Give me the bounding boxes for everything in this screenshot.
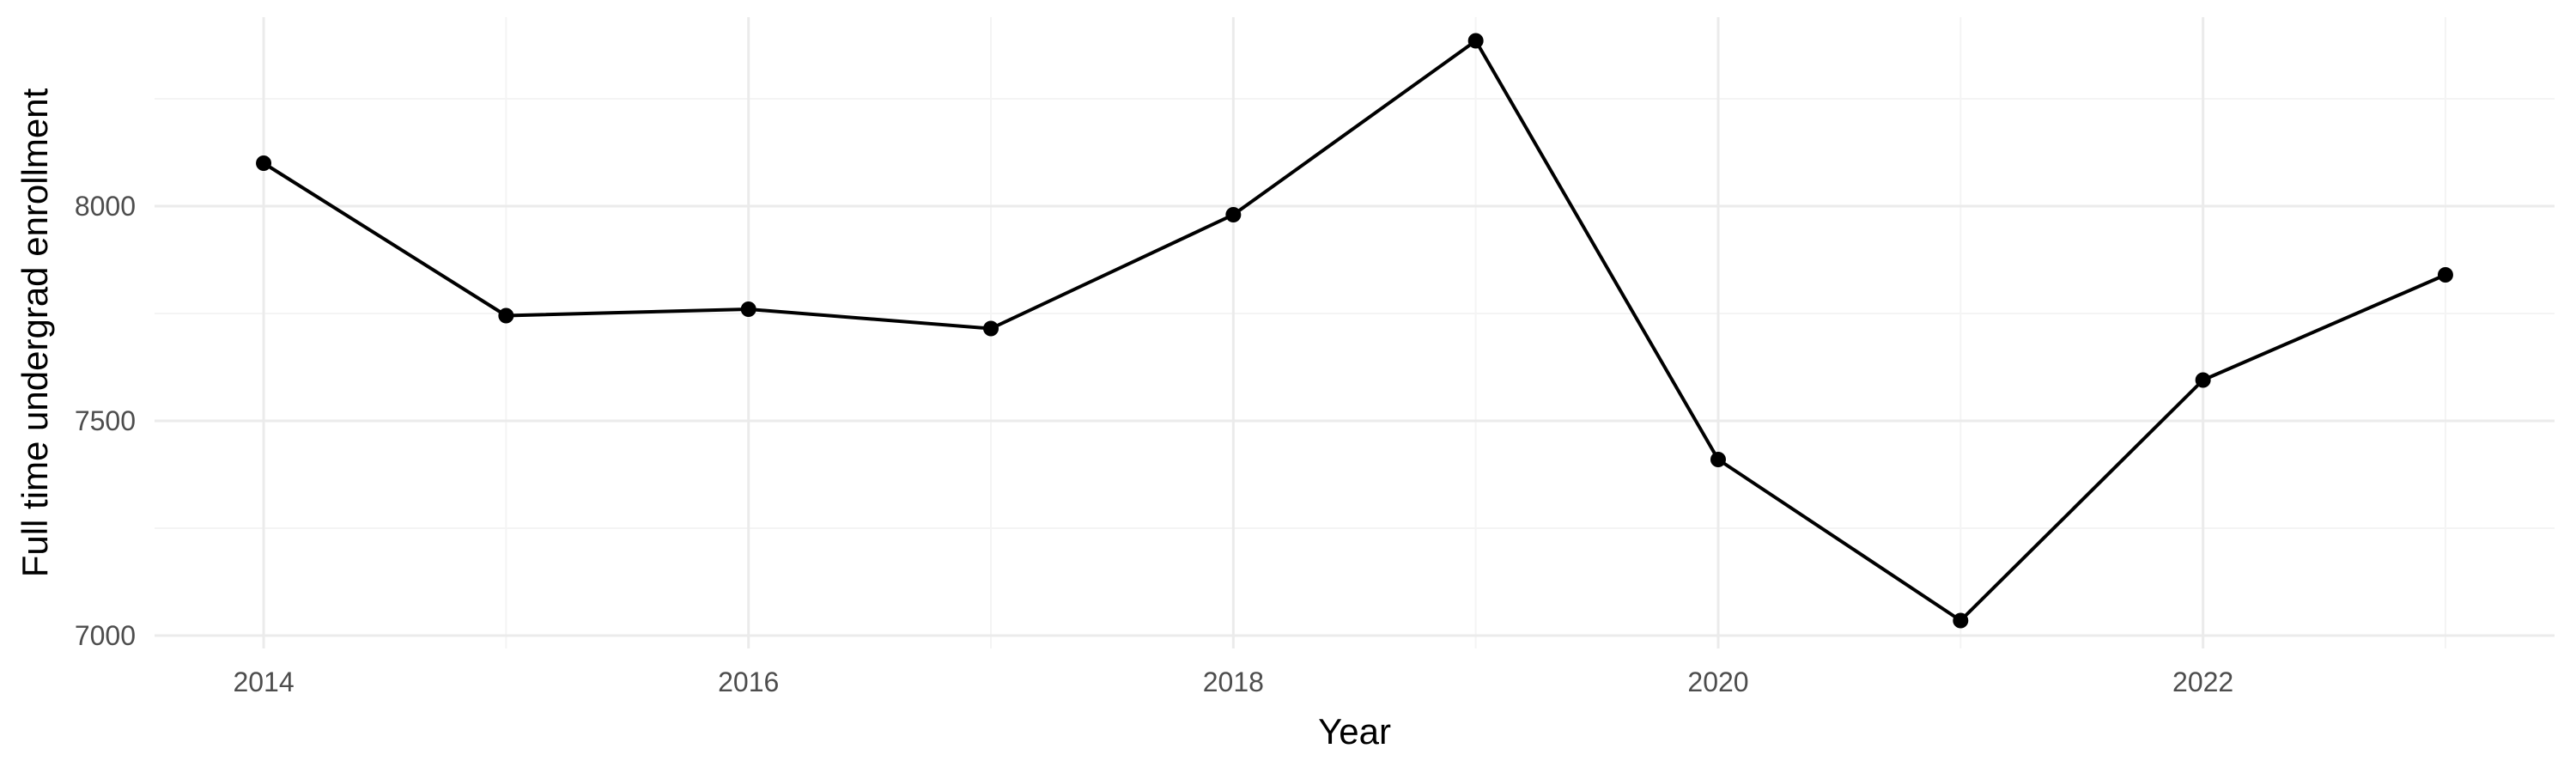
data-point-2017 bbox=[983, 320, 999, 337]
y-tick-label: 8000 bbox=[75, 191, 136, 222]
x-axis-title: Year bbox=[1318, 711, 1391, 752]
y-tick-label: 7500 bbox=[75, 405, 136, 436]
y-tick-label: 7000 bbox=[75, 620, 136, 651]
y-tick-labels: 7000 7500 8000 bbox=[75, 191, 136, 651]
x-tick-labels: 2014 2016 2018 2020 2022 bbox=[233, 666, 2233, 697]
x-tick-label: 2018 bbox=[1203, 666, 1264, 697]
x-tick-label: 2020 bbox=[1687, 666, 1748, 697]
x-tick-label: 2016 bbox=[718, 666, 779, 697]
y-axis-title: Full time undergrad enrollment bbox=[15, 88, 55, 577]
data-point-2021 bbox=[1953, 612, 1969, 629]
data-point-2018 bbox=[1225, 207, 1242, 222]
series-line bbox=[262, 39, 2446, 623]
data-point-2016 bbox=[740, 301, 756, 317]
data-point-2019 bbox=[1467, 33, 1484, 49]
series-group bbox=[256, 33, 2453, 629]
x-tick-label: 2014 bbox=[233, 666, 294, 697]
data-point-2023 bbox=[2437, 267, 2453, 283]
data-point-2015 bbox=[498, 307, 514, 324]
x-tick-label: 2022 bbox=[2172, 666, 2233, 697]
data-point-2022 bbox=[2195, 372, 2211, 388]
data-point-2014 bbox=[256, 155, 272, 171]
grid bbox=[155, 17, 2555, 648]
data-point-2020 bbox=[1710, 452, 1726, 467]
